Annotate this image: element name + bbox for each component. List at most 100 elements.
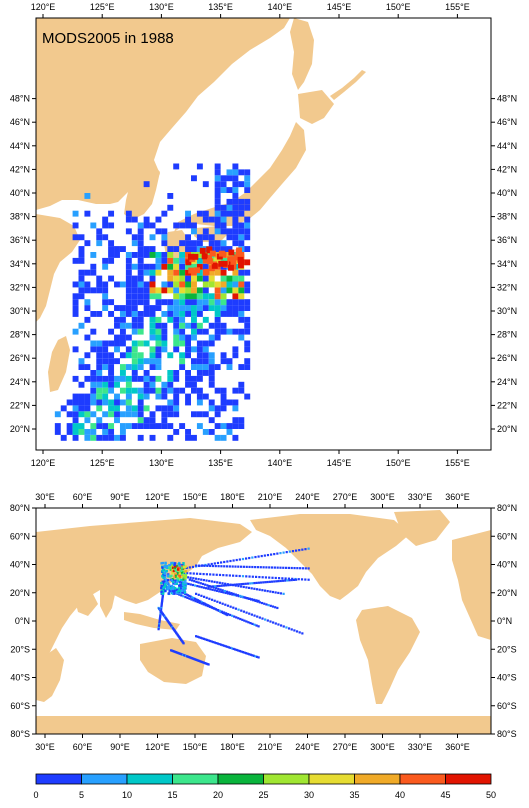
track-cell [209, 564, 212, 568]
track-cell [183, 570, 186, 573]
grid-cell [143, 358, 150, 365]
track-cell [205, 587, 208, 590]
grid-cell [119, 281, 126, 288]
grid-cell [244, 305, 251, 311]
grid-cell [218, 260, 225, 267]
grid-cell [196, 393, 203, 400]
regional-map: 120°E 120°E 125°E 125°E 130°E 130°E 135°E 135°E… [10, 2, 517, 468]
lat-label-left: 40°N [10, 188, 30, 198]
track-cell [238, 583, 241, 586]
track-cell [232, 606, 235, 609]
grid-cell [149, 358, 156, 365]
track-cell [255, 575, 258, 578]
grid-cell [226, 358, 233, 365]
lat-label-left: 80°S [10, 729, 30, 739]
track-cell [158, 623, 161, 626]
grid-cell [232, 234, 239, 241]
track-cell [219, 588, 222, 591]
grid-cell [202, 263, 209, 270]
track-cell [248, 565, 251, 569]
track-cell [168, 587, 171, 590]
grid-cell [72, 281, 79, 288]
track-cell [239, 617, 242, 621]
grid-cell [244, 346, 251, 353]
grid-cell [155, 423, 162, 429]
grid-cell [167, 257, 174, 264]
grid-cell [220, 281, 227, 288]
grid-cell [214, 198, 221, 205]
track-cell [304, 578, 307, 581]
track-cell [189, 576, 192, 579]
track-cell [197, 581, 200, 584]
track-cell [209, 639, 212, 643]
track-cell [301, 632, 304, 635]
track-cell [212, 607, 216, 610]
grid-cell [221, 260, 228, 267]
grid-cell [226, 299, 233, 306]
track-cell [182, 574, 185, 577]
track-cell [187, 582, 190, 586]
grid-cell [131, 322, 138, 329]
grid-cell [238, 316, 245, 323]
track-cell [177, 563, 180, 566]
grid-cell [179, 352, 186, 359]
grid-cell [179, 423, 186, 429]
grid-cell [238, 299, 245, 306]
track-cell [178, 577, 181, 580]
grid-cell [226, 198, 233, 205]
grid-cell [90, 434, 97, 441]
track-cell [225, 584, 228, 587]
track-cell [188, 578, 191, 581]
track-cell [229, 592, 232, 596]
grid-cell [96, 281, 103, 288]
track-cell [158, 621, 161, 625]
track-cell [290, 566, 293, 570]
grid-cell [78, 429, 85, 435]
track-cell [216, 561, 220, 565]
grid-cell [185, 281, 191, 288]
track-cell [225, 612, 228, 615]
track-cell [191, 565, 195, 569]
grid-cell [214, 328, 221, 335]
track-cell [209, 588, 212, 591]
grid-cell [114, 246, 120, 252]
lat-label-right: 30°N [497, 306, 517, 316]
track-cell [281, 577, 284, 580]
grid-cell [220, 352, 227, 359]
grid-cell [167, 246, 174, 252]
lat-label-right: 28°N [497, 330, 517, 340]
track-cell [189, 583, 192, 586]
grid-cell [149, 381, 156, 388]
track-cell [287, 566, 291, 570]
track-cell [222, 584, 226, 587]
grid-cell [214, 405, 221, 412]
grid-cell [149, 287, 156, 294]
grid-cell [108, 434, 115, 441]
track-cell [247, 597, 251, 600]
track-cell [296, 567, 299, 570]
track-cell [229, 646, 232, 649]
grid-cell [214, 334, 221, 341]
grid-cell [244, 198, 251, 205]
grid-cell [185, 275, 191, 282]
grid-cell [90, 287, 97, 294]
track-cell [178, 584, 181, 587]
grid-cell [173, 387, 180, 394]
grid-cell [90, 370, 97, 376]
grid-cell [173, 340, 180, 347]
grid-cell [90, 375, 97, 382]
track-cell [226, 645, 229, 648]
grid-cell [232, 399, 239, 406]
grid-cell [84, 334, 91, 341]
grid-cell [78, 275, 85, 282]
track-cell [249, 621, 252, 625]
lon-label-bottom: 90°E [110, 742, 130, 752]
track-cell [181, 591, 184, 594]
track-cell [191, 583, 195, 587]
grid-cell [72, 210, 79, 217]
grid-cell [114, 434, 120, 441]
grid-cell [108, 364, 115, 370]
track-cell [217, 587, 220, 591]
track-cell [264, 618, 267, 621]
track-cell [213, 599, 216, 602]
